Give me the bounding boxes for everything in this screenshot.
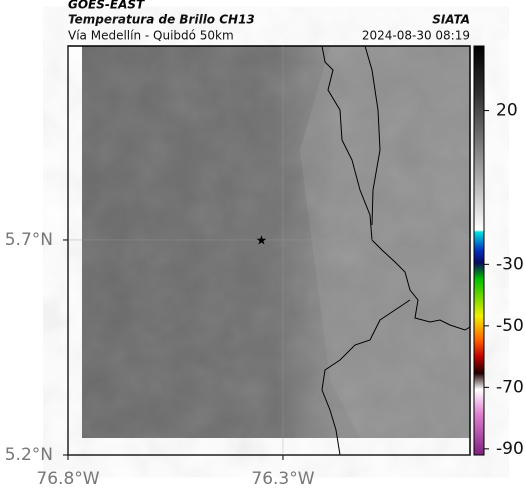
colorbar-label: 20	[496, 101, 518, 121]
colorbar-label: -30	[496, 254, 524, 274]
x-tick-label: 76.3°W	[251, 469, 314, 489]
y-tick-label: 5.7°N	[5, 230, 53, 250]
border	[364, 45, 381, 226]
colorbar-label: -90	[496, 439, 524, 459]
colorbar-label: -70	[496, 377, 524, 397]
title: GOES-EAST	[68, 0, 145, 12]
border	[321, 299, 411, 456]
timestamp: 2024-08-30 08:19	[362, 29, 470, 43]
colorbar	[473, 45, 485, 456]
colorbar-label: -50	[496, 316, 524, 336]
location-marker: ★	[256, 233, 268, 248]
texture	[82, 46, 470, 438]
subtitle: Temperatura de Brillo CH13	[68, 13, 255, 27]
route: Vía Medellín - Quibdó 50km	[68, 29, 234, 43]
x-tick-label: 76.8°W	[36, 469, 99, 489]
source: SIATA	[432, 13, 470, 27]
border	[321, 45, 471, 331]
y-tick-label: 5.2°N	[5, 445, 53, 465]
